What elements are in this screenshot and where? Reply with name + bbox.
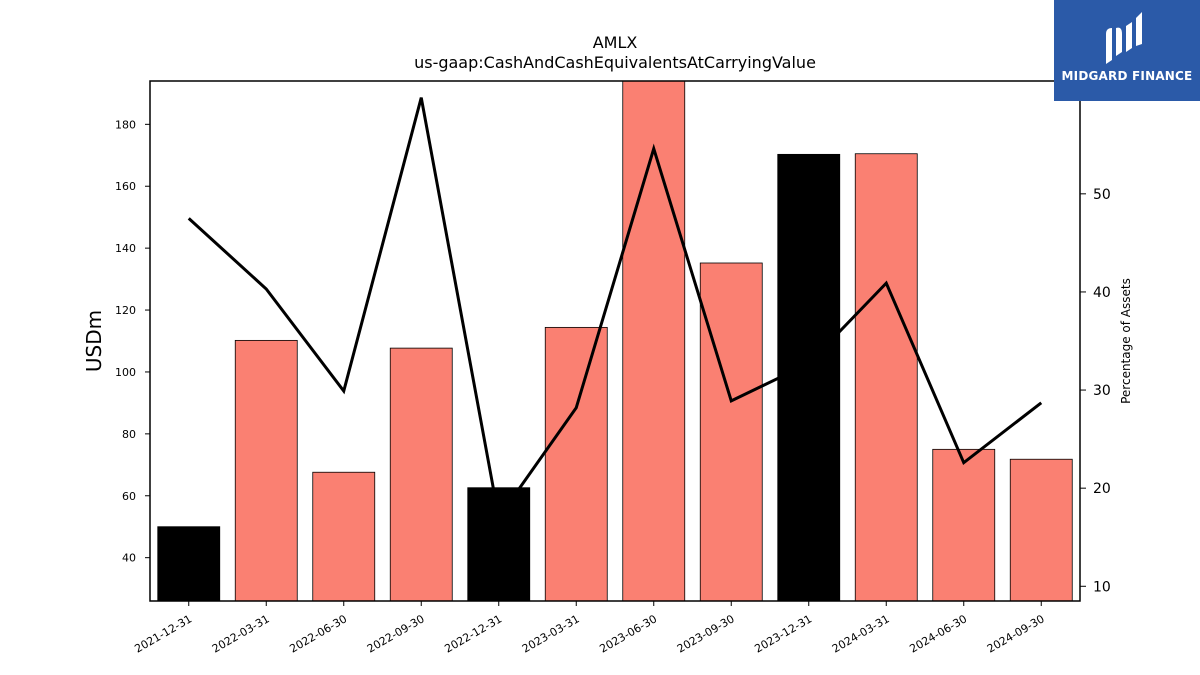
x-tick-label: 2023-06-30 [597, 612, 659, 655]
bar-2023-09-30 [699, 262, 763, 601]
x-tick-label: 2022-03-31 [210, 612, 272, 655]
logo-mark-icon [1106, 12, 1142, 64]
bar-2023-03-31 [544, 326, 608, 601]
y2-tick-label: 30 [1093, 383, 1111, 399]
x-tick-label: 2023-09-30 [675, 612, 737, 655]
x-tick-label: 2024-09-30 [985, 612, 1047, 655]
percentage-line-series [187, 97, 1043, 522]
percentage-line [187, 97, 1043, 522]
midgard-finance-logo: MIDGARD FINANCE [1054, 0, 1200, 101]
x-tick-label: 2022-12-31 [442, 612, 504, 655]
chart-subtitle: us-gaap:CashAndCashEquivalentsAtCarrying… [414, 53, 816, 72]
x-tick-label: 2024-06-30 [907, 612, 969, 655]
x-tick-label: 2021-12-31 [132, 612, 194, 655]
y-tick-label: 100 [115, 366, 136, 379]
bar-2024-06-30 [932, 448, 996, 601]
x-tick-label: 2023-12-31 [752, 612, 814, 655]
y2-tick-label: 10 [1093, 579, 1111, 595]
logo-text: MIDGARD FINANCE [1061, 69, 1193, 83]
bar-2021-12-31 [157, 526, 221, 601]
bar-2023-06-30 [622, 81, 686, 601]
x-tick-label: 2023-03-31 [520, 612, 582, 655]
bar-2022-03-31 [234, 339, 298, 601]
y-tick-label: 80 [122, 428, 136, 441]
y-tick-label: 140 [115, 242, 136, 255]
plot-frame [149, 80, 1081, 602]
x-tick-label: 2022-09-30 [365, 612, 427, 655]
y-tick-label: 180 [115, 118, 136, 131]
bar-2024-03-31 [854, 153, 918, 601]
bar-2024-09-30 [1009, 458, 1073, 601]
y2-tick-label: 40 [1093, 285, 1111, 301]
left-y-axis: 40 60 80 100 120 140 160 180 [115, 118, 150, 565]
x-tick-label: 2024-03-31 [830, 612, 892, 655]
right-y-axis: 10 20 30 40 50 [1080, 187, 1111, 595]
chart-title: AMLX [593, 33, 638, 52]
bar-series [157, 81, 1073, 601]
x-tick-label: 2022-06-30 [287, 612, 349, 655]
bar-2022-06-30 [312, 471, 376, 601]
y2-axis-label: Percentage of Assets [1119, 278, 1133, 404]
y-tick-label: 160 [115, 180, 136, 193]
x-axis: 2021-12-31 2022-03-31 2022-06-30 2022-09-30… [132, 601, 1047, 656]
y2-tick-label: 20 [1093, 481, 1111, 497]
y2-tick-label: 50 [1093, 187, 1111, 203]
bar-2022-12-31 [467, 487, 531, 601]
y-axis-label: USDm [82, 310, 106, 372]
y-tick-label: 120 [115, 304, 136, 317]
bar-2023-12-31 [777, 153, 841, 601]
y-tick-label: 60 [122, 490, 136, 503]
bar-2022-09-30 [389, 347, 453, 601]
y-tick-label: 40 [122, 552, 136, 565]
